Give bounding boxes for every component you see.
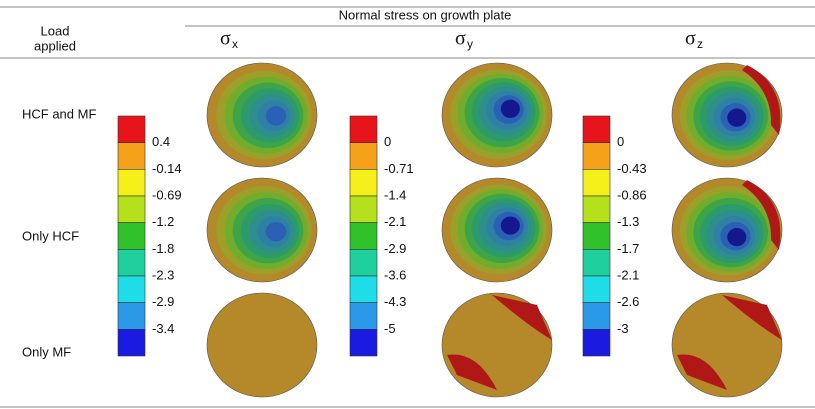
colorbar-segment xyxy=(118,303,145,330)
colorbar-label: -2.9 xyxy=(152,294,174,309)
colorbar-label: -0.69 xyxy=(152,187,182,202)
column-subscript: x xyxy=(232,37,238,51)
colorbar-segment xyxy=(583,249,610,276)
contour-plot xyxy=(442,63,552,167)
contour-band xyxy=(501,100,520,118)
colorbar-label: -0.71 xyxy=(384,161,414,176)
colorbar-label: -3.4 xyxy=(152,321,174,336)
colorbar-label: 0 xyxy=(617,134,624,149)
colorbar-segment xyxy=(350,169,377,196)
colorbar-segment xyxy=(350,116,377,143)
colorbar-label: -4.3 xyxy=(384,294,406,309)
colorbar-segment xyxy=(583,116,610,143)
colorbar-label: -2.1 xyxy=(617,267,639,282)
contour-plot xyxy=(672,293,782,397)
colorbar-segment xyxy=(583,276,610,303)
colorbar-segment xyxy=(118,116,145,143)
column-subscript: y xyxy=(467,37,473,51)
colorbar-segment xyxy=(350,196,377,223)
row-label: HCF and MF xyxy=(22,106,96,121)
colorbar-segment xyxy=(583,303,610,330)
colorbar-segment xyxy=(118,329,145,356)
column-subscript: z xyxy=(697,37,703,51)
contour-plot xyxy=(207,293,317,397)
colorbar-segment xyxy=(583,329,610,356)
colorbar-label: -1.2 xyxy=(152,214,174,229)
colorbar-segment xyxy=(118,169,145,196)
colorbar-segment xyxy=(350,276,377,303)
colorbar-segment xyxy=(118,276,145,303)
colorbar-segment xyxy=(350,329,377,356)
colorbar-label: -2.3 xyxy=(152,267,174,282)
colorbar-segment xyxy=(118,249,145,276)
colorbar-label: -1.8 xyxy=(152,241,174,256)
colorbar-label: 0.4 xyxy=(152,134,170,149)
figure: Normal stress on growth plate Load appli… xyxy=(0,0,815,409)
contour-plot xyxy=(442,178,552,282)
colorbar-label: -1.3 xyxy=(617,214,639,229)
colorbar-segment xyxy=(350,143,377,170)
contour-plot xyxy=(207,178,317,282)
colorbar-label: -0.14 xyxy=(152,161,182,176)
column-symbol: σ xyxy=(455,28,466,50)
contour-plot xyxy=(207,63,317,167)
plot-outline xyxy=(207,293,317,397)
row-header: applied xyxy=(34,38,76,53)
colorbar-segment xyxy=(118,143,145,170)
colorbar-segment xyxy=(350,249,377,276)
colorbar-label: -5 xyxy=(384,321,396,336)
colorbar-label: -1.4 xyxy=(384,187,406,202)
contour-plot xyxy=(672,63,782,167)
colorbar-segment xyxy=(118,223,145,250)
colorbar-segment xyxy=(583,143,610,170)
row-label: Only MF xyxy=(22,344,71,359)
column-symbol: σ xyxy=(220,28,231,50)
contour-band xyxy=(266,106,287,126)
contour-plot xyxy=(442,293,552,397)
colorbar-label: -1.7 xyxy=(617,241,639,256)
colorbar-segment xyxy=(118,196,145,223)
title: Normal stress on growth plate xyxy=(339,7,512,22)
row-label: Only HCF xyxy=(22,228,79,243)
colorbar-label: -2.9 xyxy=(384,241,406,256)
colorbar-label: -3.6 xyxy=(384,267,406,282)
colorbar-segment xyxy=(583,223,610,250)
contour-plot xyxy=(672,178,782,282)
colorbar-label: -3 xyxy=(617,321,629,336)
colorbar-label: 0 xyxy=(384,134,391,149)
contour-band xyxy=(266,222,287,242)
contour-band xyxy=(727,109,746,127)
colorbar-label: -2.6 xyxy=(617,294,639,309)
column-symbol: σ xyxy=(685,28,696,50)
colorbar-segment xyxy=(583,196,610,223)
colorbar-label: -0.43 xyxy=(617,161,647,176)
contour-band xyxy=(727,228,746,246)
colorbar-segment xyxy=(583,169,610,196)
colorbar-label: -0.86 xyxy=(617,187,647,202)
colorbar-segment xyxy=(350,223,377,250)
colorbar-segment xyxy=(350,303,377,330)
colorbar-label: -2.1 xyxy=(384,214,406,229)
row-header: Load xyxy=(41,23,70,38)
contour-band xyxy=(501,216,520,234)
